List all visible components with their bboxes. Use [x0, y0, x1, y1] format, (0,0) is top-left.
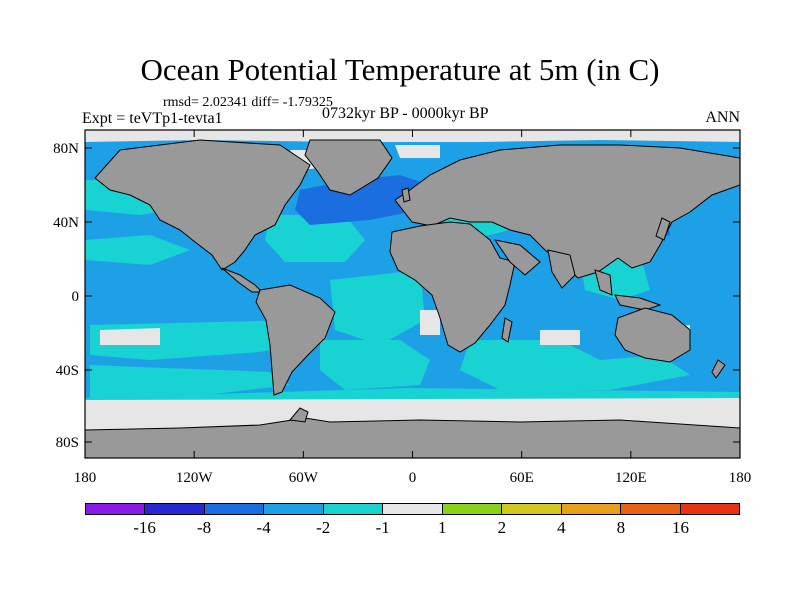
colorbar-swatch [502, 504, 562, 514]
colorbar-swatch [204, 504, 265, 514]
colorbar-label: -8 [196, 518, 212, 537]
colorbar-label: -16 [133, 518, 156, 537]
colorbar-label: 2 [497, 518, 507, 537]
lon-tick-label: 60W [289, 470, 319, 486]
lon-tick-label: 0 [409, 470, 417, 486]
lon-tick-label: 180 [729, 470, 752, 486]
rmsd-diff-stats: rmsd= 2.02341 diff= -1.79325 [163, 95, 333, 110]
colorbar-label: -2 [316, 518, 331, 537]
colorbar-label: 1 [438, 518, 447, 537]
lon-tick-label: 180 [74, 470, 97, 486]
colorbar-swatch [86, 504, 146, 514]
colorbar [85, 503, 740, 515]
chart-title: Ocean Potential Temperature at 5m (in C) [140, 52, 660, 87]
land-masses [85, 139, 740, 458]
lat-tick-label: 40S [56, 363, 79, 379]
latitude-axis: 80N 40N 0 40S 80S [53, 141, 740, 451]
season-label: ANN [705, 109, 740, 126]
lat-tick-label: 80S [56, 435, 79, 451]
colorbar-swatch [442, 504, 503, 514]
colorbar-swatch [145, 504, 205, 514]
lat-tick-label: 80N [53, 141, 79, 157]
experiment-label: Expt = teVTp1-tevta1 [82, 110, 223, 127]
lon-tick-label: 120W [176, 470, 214, 486]
colorbar-swatch [383, 504, 443, 514]
period-label: 0732kyr BP - 0000kyr BP [322, 105, 489, 122]
colorbar-label: 16 [671, 518, 689, 537]
lon-tick-label: 120E [615, 470, 647, 486]
colorbar-swatch [561, 504, 622, 514]
colorbar-label: 8 [616, 518, 626, 537]
colorbar-label: -4 [256, 518, 271, 537]
colorbar-swatch [264, 504, 324, 514]
colorbar-label: 4 [557, 518, 566, 537]
colorbar-swatch [680, 504, 739, 514]
colorbar-swatch [323, 504, 384, 514]
lat-tick-label: 0 [72, 289, 80, 305]
lon-tick-label: 60E [510, 470, 534, 486]
colorbar-label: -1 [375, 518, 390, 537]
colorbar-swatch [621, 504, 681, 514]
lat-tick-label: 40N [53, 215, 79, 231]
longitude-axis: 180 120W 60W 0 60E 120E 180 [74, 130, 752, 486]
